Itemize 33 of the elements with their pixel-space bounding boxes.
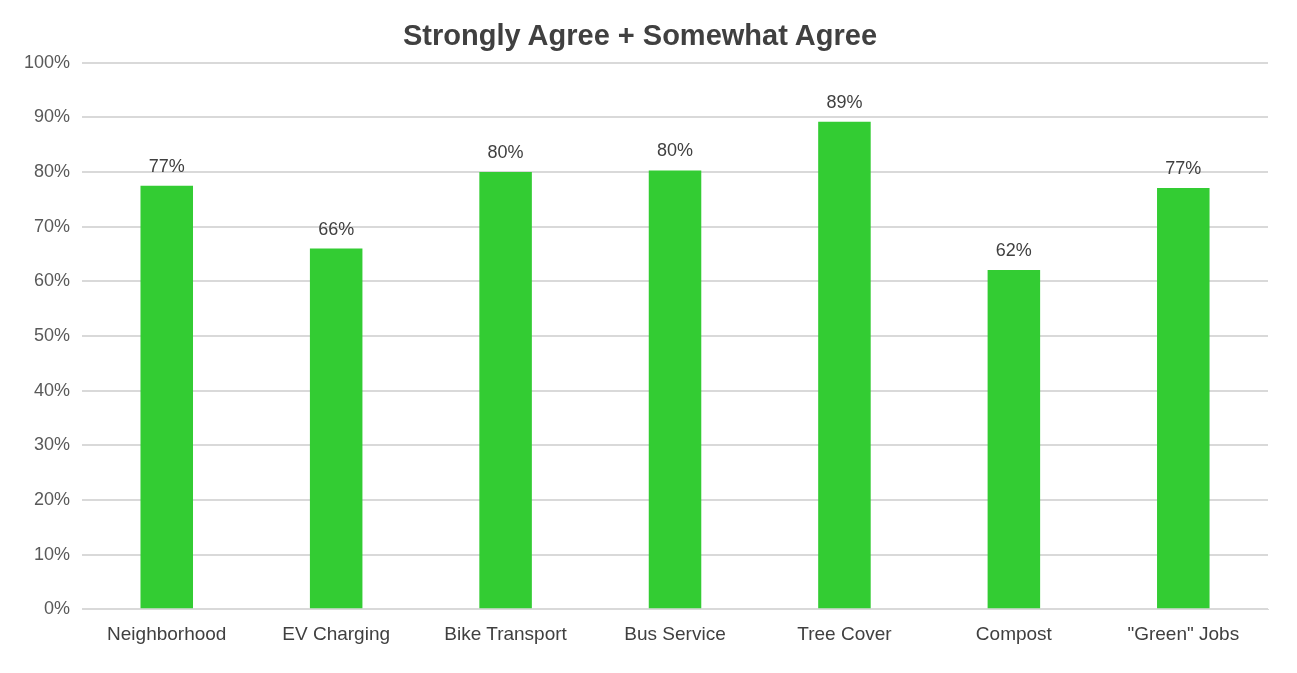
y-tick-label: 40%: [34, 379, 71, 400]
x-tick-label: Bus Service: [624, 622, 726, 644]
y-tick-label: 70%: [34, 215, 71, 236]
x-tick-label: Compost: [975, 622, 1053, 644]
x-tick-label: "Green" Jobs: [1127, 622, 1240, 644]
bar: [987, 269, 1041, 609]
data-label: 66%: [318, 218, 355, 239]
x-tick-label: Neighborhood: [107, 622, 227, 644]
y-tick-label: 30%: [34, 434, 71, 455]
data-label: 77%: [1165, 157, 1202, 178]
chart-title: Strongly Agree + Somewhat Agree: [402, 19, 878, 52]
data-label: 89%: [826, 91, 863, 112]
y-tick-label: 60%: [34, 270, 71, 291]
bar: [309, 248, 363, 609]
data-label: 62%: [995, 239, 1032, 260]
data-label: 77%: [148, 155, 185, 176]
y-tick-label: 10%: [34, 543, 71, 564]
bar: [818, 121, 871, 609]
x-tick-label: Tree Cover: [797, 622, 893, 644]
y-tick-label: 50%: [34, 324, 71, 345]
x-tick-label: Bike Transport: [444, 622, 568, 644]
y-tick-label: 20%: [34, 488, 71, 509]
y-tick-label: 0%: [44, 598, 71, 619]
bar: [1157, 187, 1210, 609]
x-tick-label: EV Charging: [282, 622, 391, 644]
bar: [140, 185, 194, 609]
y-tick-label: 100%: [23, 51, 71, 72]
data-label: 80%: [657, 140, 694, 161]
data-label: 80%: [487, 142, 524, 163]
y-tick-label: 80%: [34, 161, 71, 182]
bar: [648, 170, 702, 609]
y-tick-label: 90%: [34, 106, 71, 127]
bar: [479, 172, 532, 609]
